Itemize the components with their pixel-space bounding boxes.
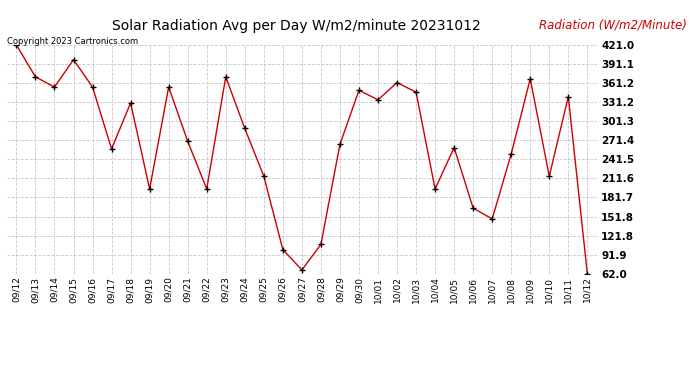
Text: Copyright 2023 Cartronics.com: Copyright 2023 Cartronics.com xyxy=(7,38,138,46)
Text: Radiation (W/m2/Minute): Radiation (W/m2/Minute) xyxy=(539,19,687,32)
Text: Solar Radiation Avg per Day W/m2/minute 20231012: Solar Radiation Avg per Day W/m2/minute … xyxy=(112,19,481,33)
